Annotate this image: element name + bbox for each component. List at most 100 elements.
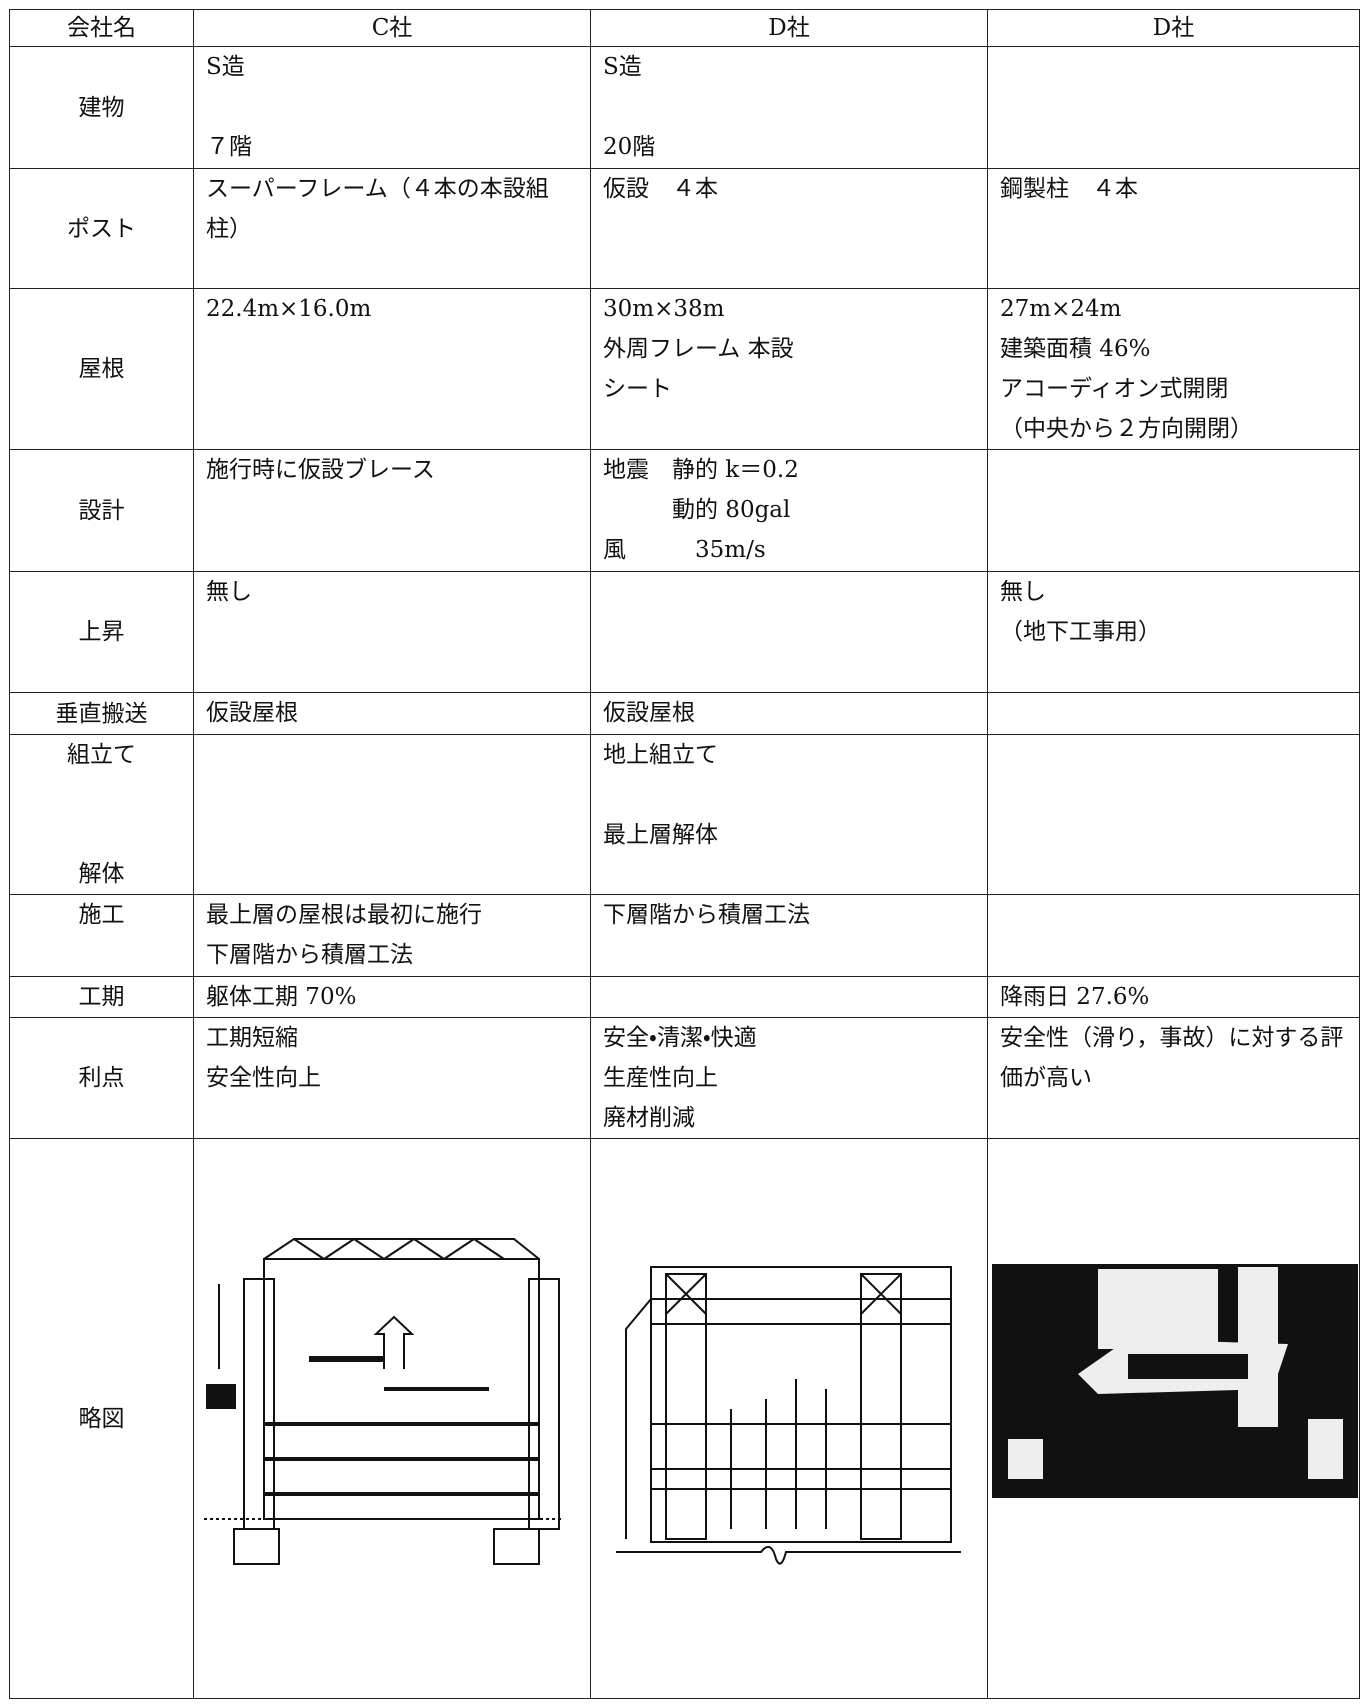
row-label: 略図 bbox=[9, 1138, 194, 1699]
label-wrap: 建物 bbox=[11, 88, 193, 128]
row: 屋根 22.4m×16.0m 30m×38m 外周フレーム 本設 シート 27m×24m 建… bbox=[9, 288, 1360, 450]
label-text: 工期 bbox=[78, 984, 125, 1010]
cell: 下層階から積層工法 bbox=[590, 894, 988, 977]
cell-content: 鋼製柱 ４本 bbox=[989, 170, 1359, 210]
cell-text: アコーディオン式開閉 bbox=[1000, 376, 1229, 402]
figure-cell bbox=[193, 1138, 591, 1699]
cell-text: 下層階から積層工法 bbox=[206, 942, 413, 968]
label-text: ポスト bbox=[67, 215, 136, 242]
cell: 鋼製柱 ４本 bbox=[987, 168, 1360, 289]
label-wrap: 屋根 bbox=[11, 349, 193, 389]
cell-text: 22.4m×16.0m bbox=[206, 296, 372, 322]
cell-text: 施行時に仮設ブレース bbox=[206, 457, 435, 483]
cell-text: （中央から２方向開閉） bbox=[1000, 416, 1253, 442]
cell: 地上組立て 最上層解体 bbox=[590, 734, 988, 895]
cell-text: 廃材削減 bbox=[603, 1105, 695, 1131]
cell bbox=[987, 692, 1360, 735]
cell-content: 地上組立て 最上層解体 bbox=[592, 736, 987, 856]
figure-cell bbox=[590, 1138, 988, 1699]
label-text: 建物 bbox=[78, 94, 125, 121]
cell: 27m×24m 建築面積 46% アコーディオン式開閉 （中央から２方向開閉） bbox=[987, 288, 1360, 450]
cell-text: 無し bbox=[206, 579, 252, 605]
row: 建物 S造 ７階 S造 20階 bbox=[9, 46, 1360, 169]
row-label: 建物 bbox=[9, 46, 194, 169]
cell-text: 躯体工期 70% bbox=[206, 984, 357, 1010]
label-wrap: 工期 bbox=[11, 978, 193, 1017]
cell-text: 動的 80gal bbox=[603, 497, 791, 523]
cell-text: 無し bbox=[1000, 579, 1046, 605]
cell-content: 27m×24m 建築面積 46% アコーディオン式開閉 （中央から２方向開閉） bbox=[989, 290, 1359, 449]
label-text: 上昇 bbox=[78, 619, 125, 645]
cell-content: 施行時に仮設ブレース bbox=[195, 451, 590, 491]
cell: S造 20階 bbox=[590, 46, 988, 169]
cell-content: 無し bbox=[195, 573, 590, 613]
row: 施工 最上層の屋根は最初に施行 下層階から積層工法 下層階から積層工法 bbox=[9, 894, 1360, 977]
header-cell: 会社名 bbox=[9, 9, 194, 47]
label-text: 屋根 bbox=[78, 356, 125, 382]
cell: 仮設屋根 bbox=[193, 692, 591, 735]
cell: 施行時に仮設ブレース bbox=[193, 449, 591, 572]
cell: 無し （地下工事用） bbox=[987, 571, 1360, 693]
cell-text: シート bbox=[603, 376, 672, 402]
label-text: 組立て bbox=[67, 742, 136, 768]
cell-text: 降雨日 27.6% bbox=[1000, 984, 1150, 1010]
cell-content: 地震 静的 k＝0.2 動的 80gal 風 35m/s bbox=[592, 451, 987, 571]
header-row: 会社名 C社 D社 D社 bbox=[9, 9, 1360, 47]
header-cell: D社 bbox=[590, 9, 988, 47]
cell-text: 鋼製柱 ４本 bbox=[1000, 176, 1138, 202]
cell-text: 安全性（滑り，事故）に対する評価が高い bbox=[1000, 1025, 1344, 1091]
cell bbox=[987, 894, 1360, 977]
cell: 無し bbox=[193, 571, 591, 693]
cell-text: 30m×38m bbox=[603, 296, 725, 322]
cell: 工期短縮 安全性向上 bbox=[193, 1017, 591, 1139]
row-label: ポスト bbox=[9, 168, 194, 289]
row: 上昇 無し 無し （地下工事用） bbox=[9, 571, 1360, 693]
cell-text: 最上層の屋根は最初に施行 bbox=[206, 902, 482, 928]
cell-text: 外周フレーム 本設 bbox=[603, 336, 794, 362]
row-label: 屋根 bbox=[9, 288, 194, 450]
header-cell: D社 bbox=[987, 9, 1360, 47]
label-text: 施工 bbox=[78, 902, 125, 928]
cell-text: S造 bbox=[206, 54, 245, 80]
cell: 安全・清潔・快適 生産性向上 廃材削減 bbox=[590, 1017, 988, 1139]
row: 組立て解体 地上組立て 最上層解体 bbox=[9, 734, 1360, 895]
cell-content: 躯体工期 70% bbox=[195, 978, 590, 1017]
cell bbox=[987, 734, 1360, 895]
cell: 安全性（滑り，事故）に対する評価が高い bbox=[987, 1017, 1360, 1139]
photo-d bbox=[992, 1264, 1358, 1498]
cell-text: 生産性向上 bbox=[603, 1065, 718, 1091]
row-label: 組立て 解体 bbox=[9, 734, 194, 895]
label-text: 設計 bbox=[78, 497, 125, 524]
label-text: 利点 bbox=[78, 1065, 125, 1091]
cell bbox=[987, 46, 1360, 169]
cell-text: S造 bbox=[603, 54, 642, 80]
row: 垂直搬送 仮設屋根 仮設屋根 bbox=[9, 692, 1360, 735]
label-wrap: 設計 bbox=[11, 491, 193, 531]
figure-cell bbox=[987, 1138, 1360, 1699]
cell-content: スーパーフレーム（４本の本設組柱） bbox=[195, 170, 590, 250]
cell-text: 20階 bbox=[603, 134, 656, 160]
label-wrap: ポスト bbox=[11, 209, 193, 249]
cell-content: 工期短縮 安全性向上 bbox=[195, 1019, 590, 1099]
figure-row: 略図 bbox=[9, 1138, 1360, 1699]
label-wrap: 組立て 解体 bbox=[11, 736, 193, 894]
sketch-c bbox=[204, 1237, 564, 1565]
cell-text: 風 35m/s bbox=[603, 537, 766, 563]
row-label: 垂直搬送 bbox=[9, 692, 194, 735]
cell: 地震 静的 k＝0.2 動的 80gal 風 35m/s bbox=[590, 449, 988, 572]
row-label: 施工 bbox=[9, 894, 194, 977]
label-wrap: 施工 bbox=[11, 896, 193, 936]
cell-content: 安全性（滑り，事故）に対する評価が高い bbox=[989, 1019, 1359, 1099]
cell-content: 安全・清潔・快適 生産性向上 廃材削減 bbox=[592, 1019, 987, 1138]
row: ポスト スーパーフレーム（４本の本設組柱） 仮設 ４本 鋼製柱 ４本 bbox=[9, 168, 1360, 289]
cell-text: 27m×24m bbox=[1000, 296, 1122, 322]
cell-text: 仮設屋根 bbox=[206, 700, 298, 726]
cell-text: スーパーフレーム（４本の本設組柱） bbox=[206, 176, 549, 242]
cell: 降雨日 27.6% bbox=[987, 976, 1360, 1018]
label-text: 解体 bbox=[78, 861, 125, 887]
cell: 30m×38m 外周フレーム 本設 シート bbox=[590, 288, 988, 450]
cell: 仮設 ４本 bbox=[590, 168, 988, 289]
cell: 最上層の屋根は最初に施行 下層階から積層工法 bbox=[193, 894, 591, 977]
label-wrap: 利点 bbox=[11, 1058, 193, 1098]
